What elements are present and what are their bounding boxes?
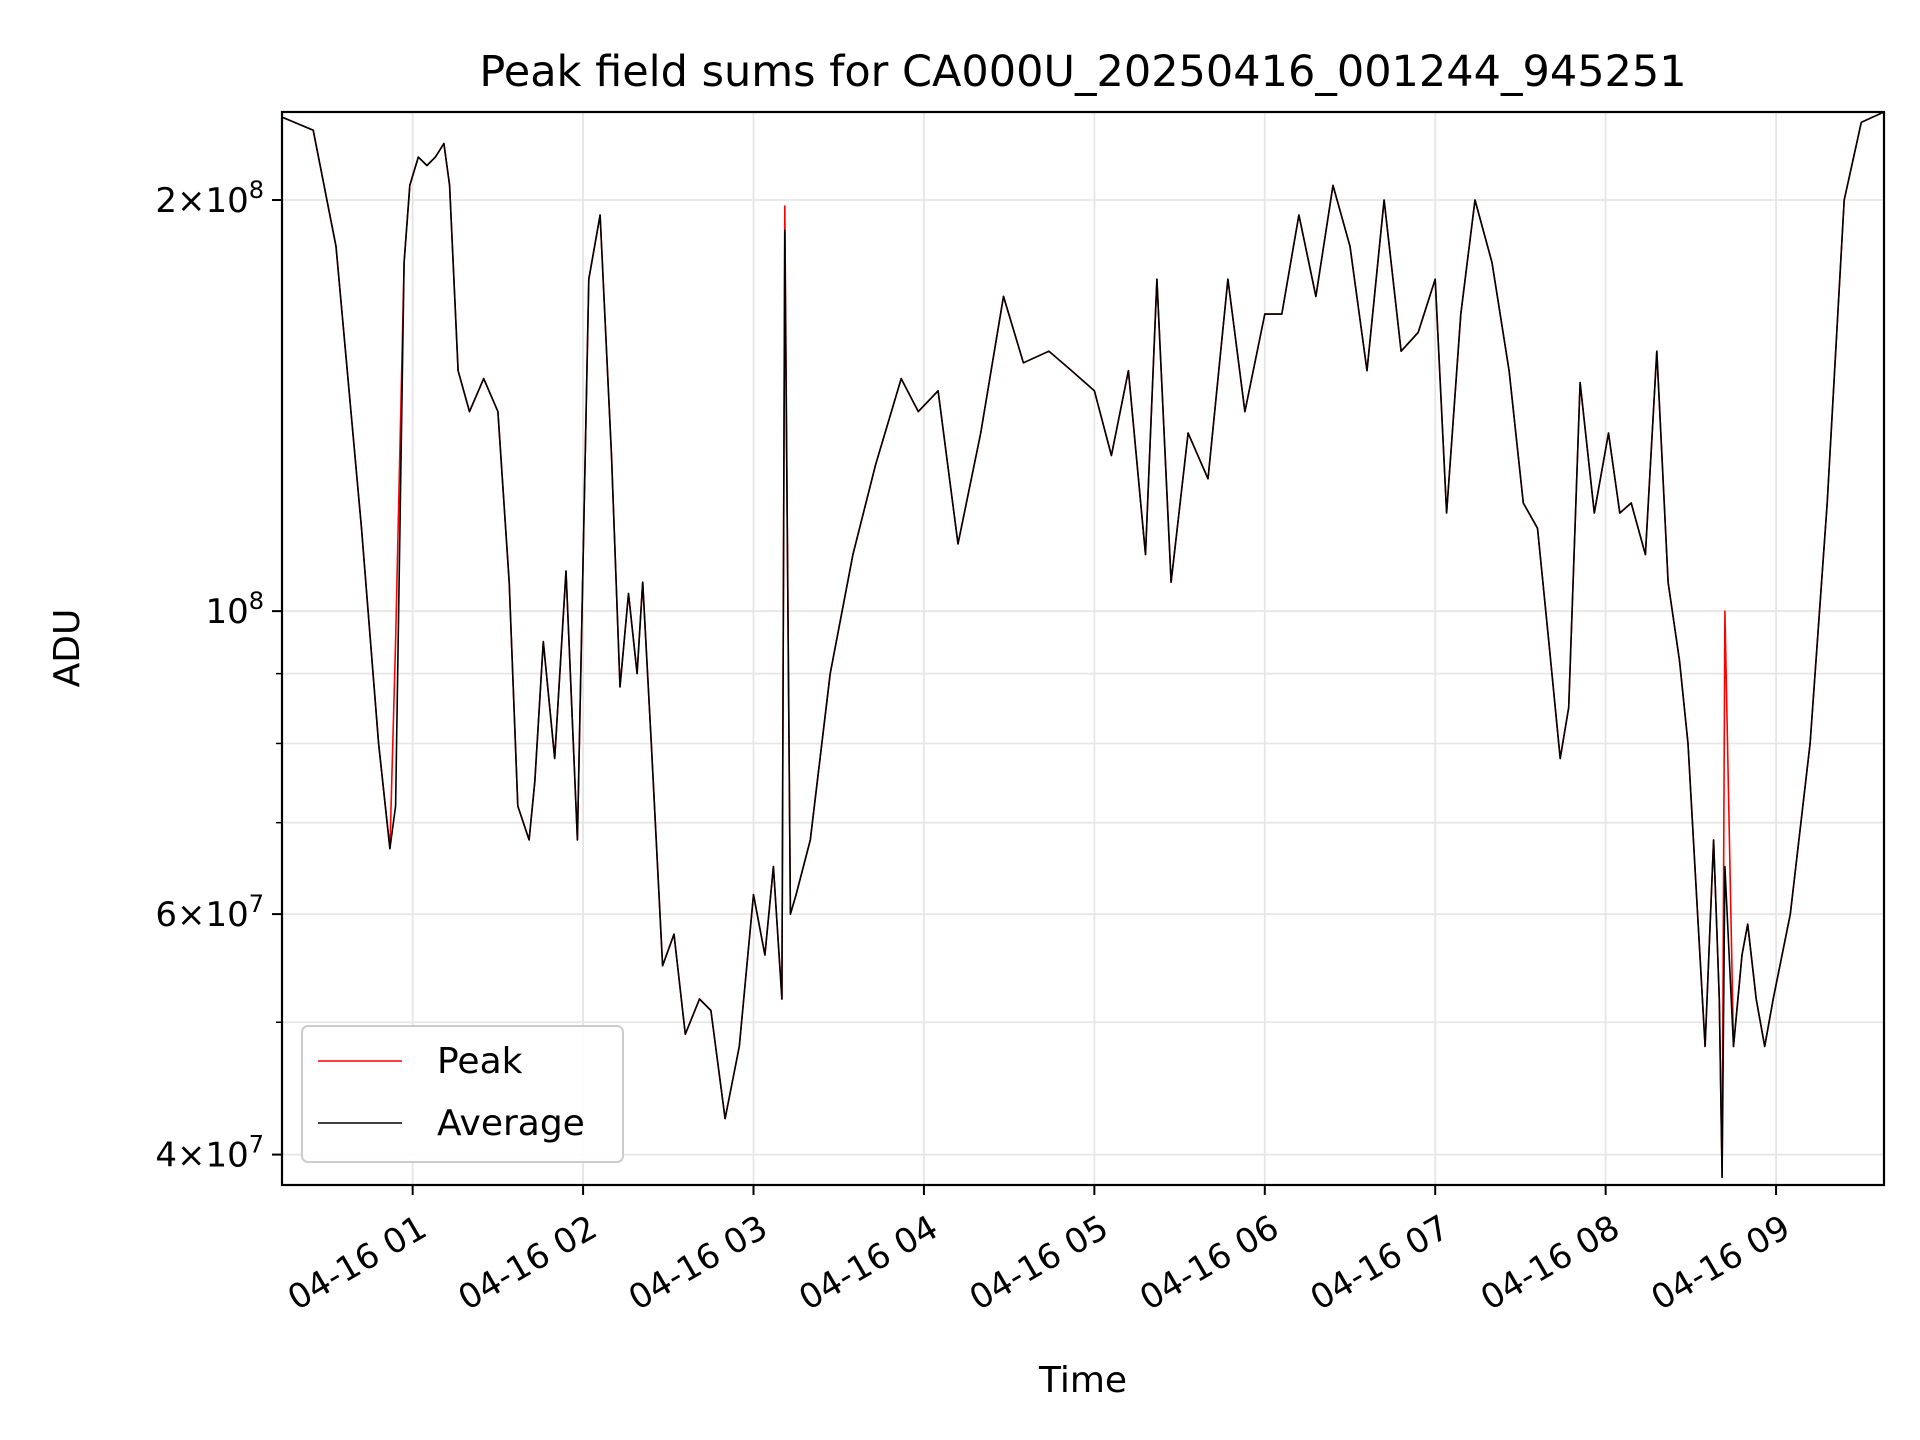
legend: Peak Average bbox=[301, 1025, 624, 1163]
grid bbox=[282, 112, 1884, 1185]
y-tick-label: 2×108 bbox=[155, 176, 264, 221]
x-axis-label: Time bbox=[1038, 1360, 1127, 1401]
y-tick-label: 4×107 bbox=[155, 1131, 264, 1176]
legend-label-peak: Peak bbox=[437, 1041, 523, 1082]
legend-label-average: Average bbox=[437, 1103, 585, 1144]
series-layer bbox=[282, 112, 1884, 1178]
chart-title: Peak field sums for CA000U_20250416_0012… bbox=[479, 47, 1686, 97]
y-tick-label: 6×107 bbox=[155, 890, 264, 935]
plot-frame bbox=[280, 110, 1886, 1187]
series-line-average bbox=[282, 112, 1884, 1178]
y-axis-label: ADU bbox=[47, 609, 88, 688]
legend-box bbox=[301, 1025, 624, 1163]
y-tick-label: 108 bbox=[205, 587, 264, 632]
